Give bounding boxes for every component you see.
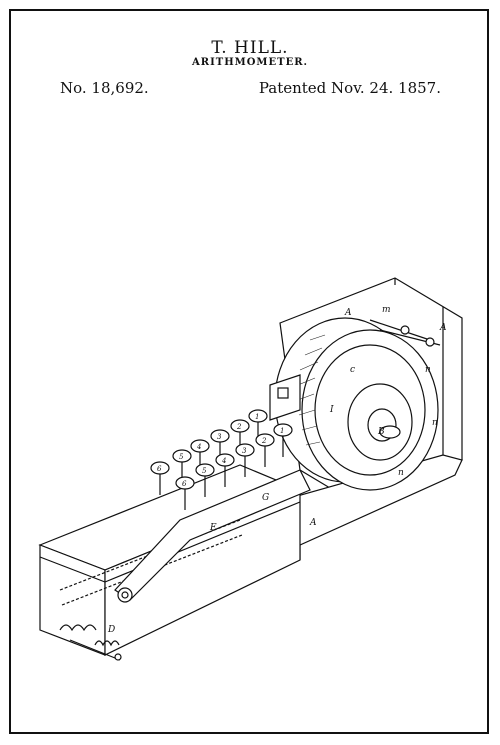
label-a-floor: A xyxy=(309,518,317,528)
label-d: D xyxy=(107,625,115,635)
front-spring-mechanism xyxy=(59,624,122,661)
svg-text:1: 1 xyxy=(255,413,259,421)
label-n2: n xyxy=(432,418,438,428)
label-g: G xyxy=(262,493,269,503)
label-m: m xyxy=(382,305,391,315)
svg-text:4: 4 xyxy=(221,457,226,465)
patent-date: Patented Nov. 24. 1857. xyxy=(258,79,441,97)
key: 6 xyxy=(150,461,170,495)
reference-letters: A m A n n n B I c E G A D xyxy=(107,305,447,635)
label-a-right: A xyxy=(439,323,447,333)
key: 1 xyxy=(273,423,293,457)
label-n1: n xyxy=(425,365,431,375)
key: 4 xyxy=(215,453,235,487)
key: 2 xyxy=(255,433,275,467)
label-n3: n xyxy=(398,468,404,478)
dial-wheel xyxy=(274,317,439,491)
key: 5 xyxy=(195,463,215,497)
svg-text:6: 6 xyxy=(157,465,162,473)
key: 4 xyxy=(190,439,210,473)
svg-text:6: 6 xyxy=(182,480,187,488)
top-linkage xyxy=(369,319,441,347)
svg-text:4: 4 xyxy=(196,443,201,451)
key: 1 xyxy=(248,409,268,443)
svg-text:2: 2 xyxy=(236,423,242,431)
label-i: I xyxy=(329,405,334,415)
svg-text:5: 5 xyxy=(202,467,207,475)
svg-text:3: 3 xyxy=(217,433,222,441)
key: 3 xyxy=(235,443,255,477)
key-row-front: 6 5 4 3 2 1 xyxy=(175,423,293,510)
label-e: E xyxy=(209,523,217,533)
svg-text:3: 3 xyxy=(242,447,247,455)
key-bracket xyxy=(269,374,301,421)
base-box xyxy=(38,464,302,656)
patent-number: No. 18,692. xyxy=(60,79,149,97)
key: 6 xyxy=(175,476,195,510)
inventor-name: T. HILL. xyxy=(211,38,289,58)
svg-text:2: 2 xyxy=(261,437,267,445)
key: 2 xyxy=(230,419,250,453)
svg-text:5: 5 xyxy=(179,453,184,461)
label-b: B xyxy=(377,427,385,437)
svg-text:1: 1 xyxy=(280,427,284,435)
label-a-upper: A xyxy=(344,308,352,318)
label-c: c xyxy=(350,365,355,375)
lever-arm xyxy=(114,469,311,603)
invention-title: ARITHMOMETER. xyxy=(192,57,308,68)
